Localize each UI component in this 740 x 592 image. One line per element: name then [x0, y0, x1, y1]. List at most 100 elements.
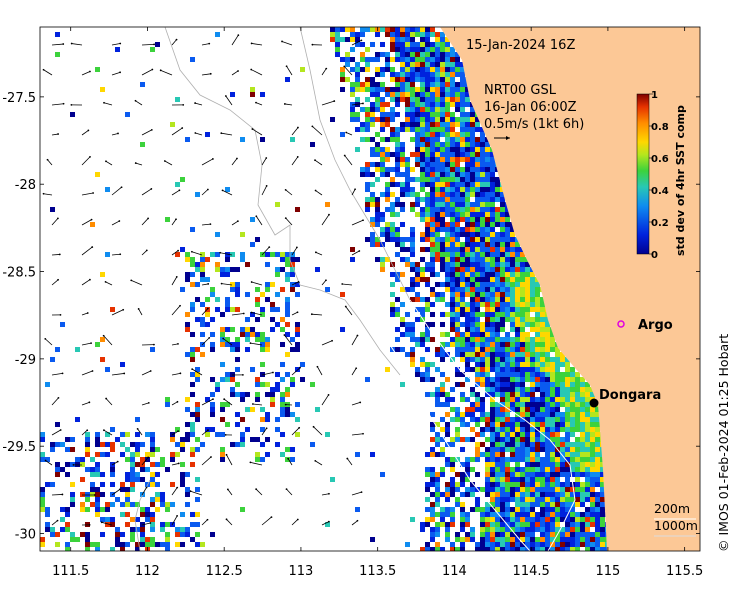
current-vector-head	[130, 279, 133, 282]
sst-pixel	[280, 362, 285, 367]
sst-pixel	[425, 347, 430, 352]
sst-pixel	[550, 402, 555, 407]
sst-pixel	[500, 232, 505, 237]
sst-pixel	[480, 512, 485, 517]
sst-pixel	[225, 372, 230, 377]
sst-pixel	[545, 367, 550, 372]
current-vector-head	[153, 43, 155, 46]
sst-pixel	[565, 507, 570, 512]
sst-pixel	[350, 32, 355, 37]
sst-pixel	[280, 407, 285, 412]
sst-pixel	[195, 282, 200, 287]
sst-pixel	[60, 507, 65, 512]
sst-pixel	[380, 147, 385, 152]
sst-pixel	[595, 522, 600, 527]
sst-pixel	[245, 427, 250, 432]
sst-pixel	[455, 472, 460, 477]
sst-pixel	[415, 367, 420, 372]
sst-pixel	[480, 152, 485, 157]
sst-pixel	[535, 492, 540, 497]
sst-pixel	[455, 147, 460, 152]
sst-pixel	[450, 162, 455, 167]
sst-pixel	[530, 377, 535, 382]
sst-pixel	[370, 117, 375, 122]
sst-pixel	[535, 512, 540, 517]
sst-pixel	[430, 547, 435, 551]
sst-pixel	[395, 162, 400, 167]
sst-pixel	[490, 467, 495, 472]
sst-pixel	[575, 437, 580, 442]
sst-pixel	[485, 327, 490, 332]
current-vector	[261, 372, 274, 376]
current-vector	[111, 461, 118, 466]
sst-pixel	[365, 377, 370, 382]
sst-pixel	[425, 82, 430, 87]
sst-pixel	[210, 402, 215, 407]
argo-label: Argo	[638, 318, 673, 333]
sst-pixel	[375, 197, 380, 202]
sst-pixel	[440, 227, 445, 232]
sst-pixel	[85, 532, 90, 537]
sst-pixel	[410, 102, 415, 107]
sst-pixel	[475, 322, 480, 327]
current-vector-head	[314, 251, 317, 254]
sst-pixel	[585, 542, 590, 547]
sst-pixel	[530, 517, 535, 522]
sst-pixel	[395, 92, 400, 97]
sst-pixel	[190, 262, 195, 267]
sst-pixel	[460, 172, 465, 177]
sst-pixel	[120, 542, 125, 547]
sst-pixel	[190, 227, 195, 232]
sst-pixel	[575, 422, 580, 427]
sst-pixel	[580, 492, 585, 497]
sst-pixel	[435, 482, 440, 487]
sst-pixel	[495, 437, 500, 442]
sst-pixel	[445, 512, 450, 517]
sst-pixel	[385, 117, 390, 122]
sst-pixel	[385, 157, 390, 162]
sst-pixel	[510, 247, 515, 252]
sst-pixel	[280, 252, 285, 257]
sst-pixel	[485, 177, 490, 182]
sst-pixel	[550, 437, 555, 442]
sst-pixel	[390, 237, 395, 242]
sst-pixel	[415, 112, 420, 117]
current-vector-head	[297, 126, 299, 129]
sst-pixel	[495, 192, 500, 197]
current-vector	[105, 160, 113, 166]
sst-pixel	[485, 157, 490, 162]
sst-pixel	[485, 522, 490, 527]
sst-pixel	[565, 542, 570, 547]
sst-pixel	[440, 42, 445, 47]
sst-pixel	[445, 107, 450, 112]
sst-pixel	[455, 92, 460, 97]
sst-pixel	[500, 382, 505, 387]
sst-pixel	[390, 117, 395, 122]
sst-pixel	[225, 337, 230, 342]
sst-pixel	[440, 332, 445, 337]
sst-pixel	[530, 487, 535, 492]
sst-pixel	[585, 492, 590, 497]
sst-pixel	[225, 272, 230, 277]
sst-pixel	[410, 177, 415, 182]
sst-pixel	[490, 492, 495, 497]
sst-pixel	[460, 132, 465, 137]
sst-pixel	[550, 397, 555, 402]
sst-pixel	[440, 437, 445, 442]
sst-pixel	[500, 217, 505, 222]
sst-pixel	[355, 87, 360, 92]
sst-pixel	[445, 522, 450, 527]
sst-pixel	[515, 307, 520, 312]
sst-pixel	[505, 467, 510, 472]
sst-pixel	[270, 302, 275, 307]
sst-pixel	[190, 412, 195, 417]
sst-pixel	[130, 472, 135, 477]
sst-pixel	[510, 512, 515, 517]
sst-pixel	[535, 442, 540, 447]
sst-pixel	[455, 302, 460, 307]
current-vectors	[42, 34, 364, 526]
sst-pixel	[265, 342, 270, 347]
sst-pixel	[380, 67, 385, 72]
sst-pixel	[280, 397, 285, 402]
sst-pixel	[530, 462, 535, 467]
